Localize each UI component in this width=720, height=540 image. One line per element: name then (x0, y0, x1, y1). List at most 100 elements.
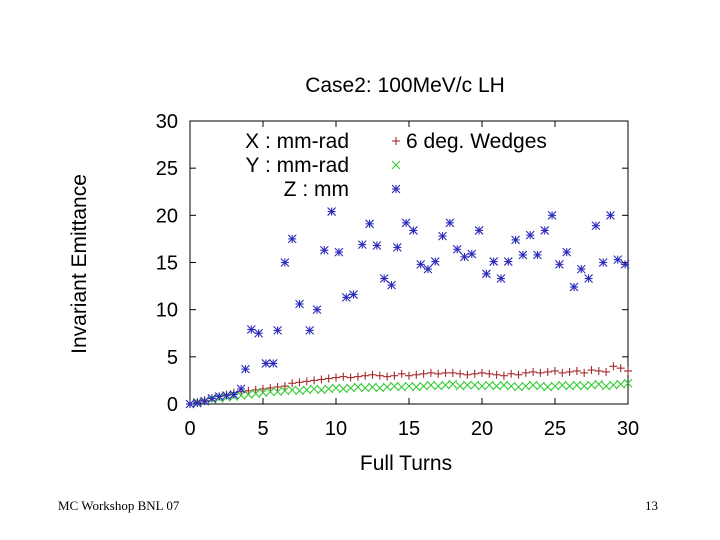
data-point (244, 386, 253, 395)
data-point (295, 378, 304, 387)
data-point (492, 370, 501, 379)
data-point (624, 366, 632, 375)
data-point (241, 364, 250, 374)
data-point (467, 249, 477, 259)
data-point (572, 366, 581, 375)
legend-label: X : mm-rad (245, 130, 349, 153)
data-point (543, 382, 553, 392)
data-point (434, 369, 443, 378)
data-point (521, 381, 531, 391)
data-point (543, 367, 552, 376)
data-point (419, 381, 428, 391)
x-tick-label: 25 (544, 418, 566, 440)
data-point (346, 373, 355, 382)
data-point (580, 368, 589, 377)
footer-workshop: MC Workshop BNL 07 (58, 498, 180, 513)
data-point (470, 380, 480, 390)
chart-title: Case2: 100MeV/c LH (305, 74, 505, 97)
data-point (489, 257, 499, 266)
data-point (372, 241, 382, 250)
data-point (387, 280, 396, 290)
data-point (246, 325, 256, 334)
data-point (565, 367, 574, 376)
data-point (514, 382, 523, 392)
data-point (408, 226, 418, 235)
data-point (463, 380, 472, 390)
data-point (499, 380, 509, 390)
data-point (521, 368, 530, 377)
data-point (229, 390, 239, 399)
legend-marker (392, 137, 400, 145)
data-point (496, 274, 506, 283)
data-point (207, 393, 217, 403)
data-point (499, 371, 508, 380)
data-point (287, 385, 297, 395)
data-point (310, 376, 319, 385)
data-point (332, 373, 340, 382)
data-point (587, 366, 596, 375)
x-tick-label: 10 (325, 418, 347, 440)
data-point (390, 381, 399, 391)
legend-label: Z : mm (284, 178, 349, 201)
legend-label: Y : mm-rad (246, 154, 349, 177)
data-point (254, 328, 264, 338)
data-point (192, 398, 202, 408)
data-point (536, 368, 545, 377)
data-point (185, 399, 195, 409)
data-point (280, 386, 290, 396)
data-point (302, 377, 311, 386)
data-point (375, 371, 384, 380)
data-point (572, 380, 582, 390)
data-point (565, 381, 574, 391)
data-point (404, 381, 414, 391)
data-point (405, 371, 413, 380)
data-point (606, 210, 615, 220)
data-point (309, 384, 319, 394)
x-tick-label: 30 (617, 418, 639, 440)
data-point (452, 244, 462, 254)
data-point (273, 383, 282, 392)
data-point (602, 367, 611, 376)
data-point (426, 380, 436, 390)
data-point (287, 234, 297, 244)
data-point (324, 374, 333, 383)
data-point (601, 381, 611, 391)
data-point (511, 235, 520, 245)
data-point (554, 259, 564, 269)
data-point (536, 381, 545, 391)
data-point (474, 226, 484, 235)
data-point (200, 396, 209, 406)
data-point (280, 382, 289, 391)
data-point (529, 367, 538, 376)
data-point (341, 293, 351, 302)
data-point (445, 218, 455, 228)
y-tick-label: 0 (167, 394, 178, 416)
data-point (368, 370, 377, 379)
series-3 (185, 207, 630, 409)
data-point (587, 380, 596, 390)
data-point (569, 282, 579, 292)
data-point (361, 371, 370, 380)
data-point (557, 380, 567, 390)
data-point (268, 359, 278, 368)
data-point (251, 389, 261, 399)
x-tick-label: 15 (398, 418, 420, 440)
data-point (620, 259, 630, 269)
data-point (317, 375, 326, 384)
data-point (365, 219, 374, 229)
data-point (514, 370, 523, 379)
data-point (448, 379, 458, 389)
data-point (312, 305, 322, 315)
data-point (236, 391, 246, 400)
data-point (390, 371, 399, 380)
data-point (478, 368, 486, 377)
data-point (547, 210, 557, 220)
data-point (430, 257, 440, 266)
data-point (305, 326, 315, 335)
data-point (594, 379, 604, 389)
y-tick-label: 25 (156, 158, 178, 180)
data-point (295, 299, 304, 309)
data-point (258, 388, 268, 398)
data-point (382, 382, 392, 392)
